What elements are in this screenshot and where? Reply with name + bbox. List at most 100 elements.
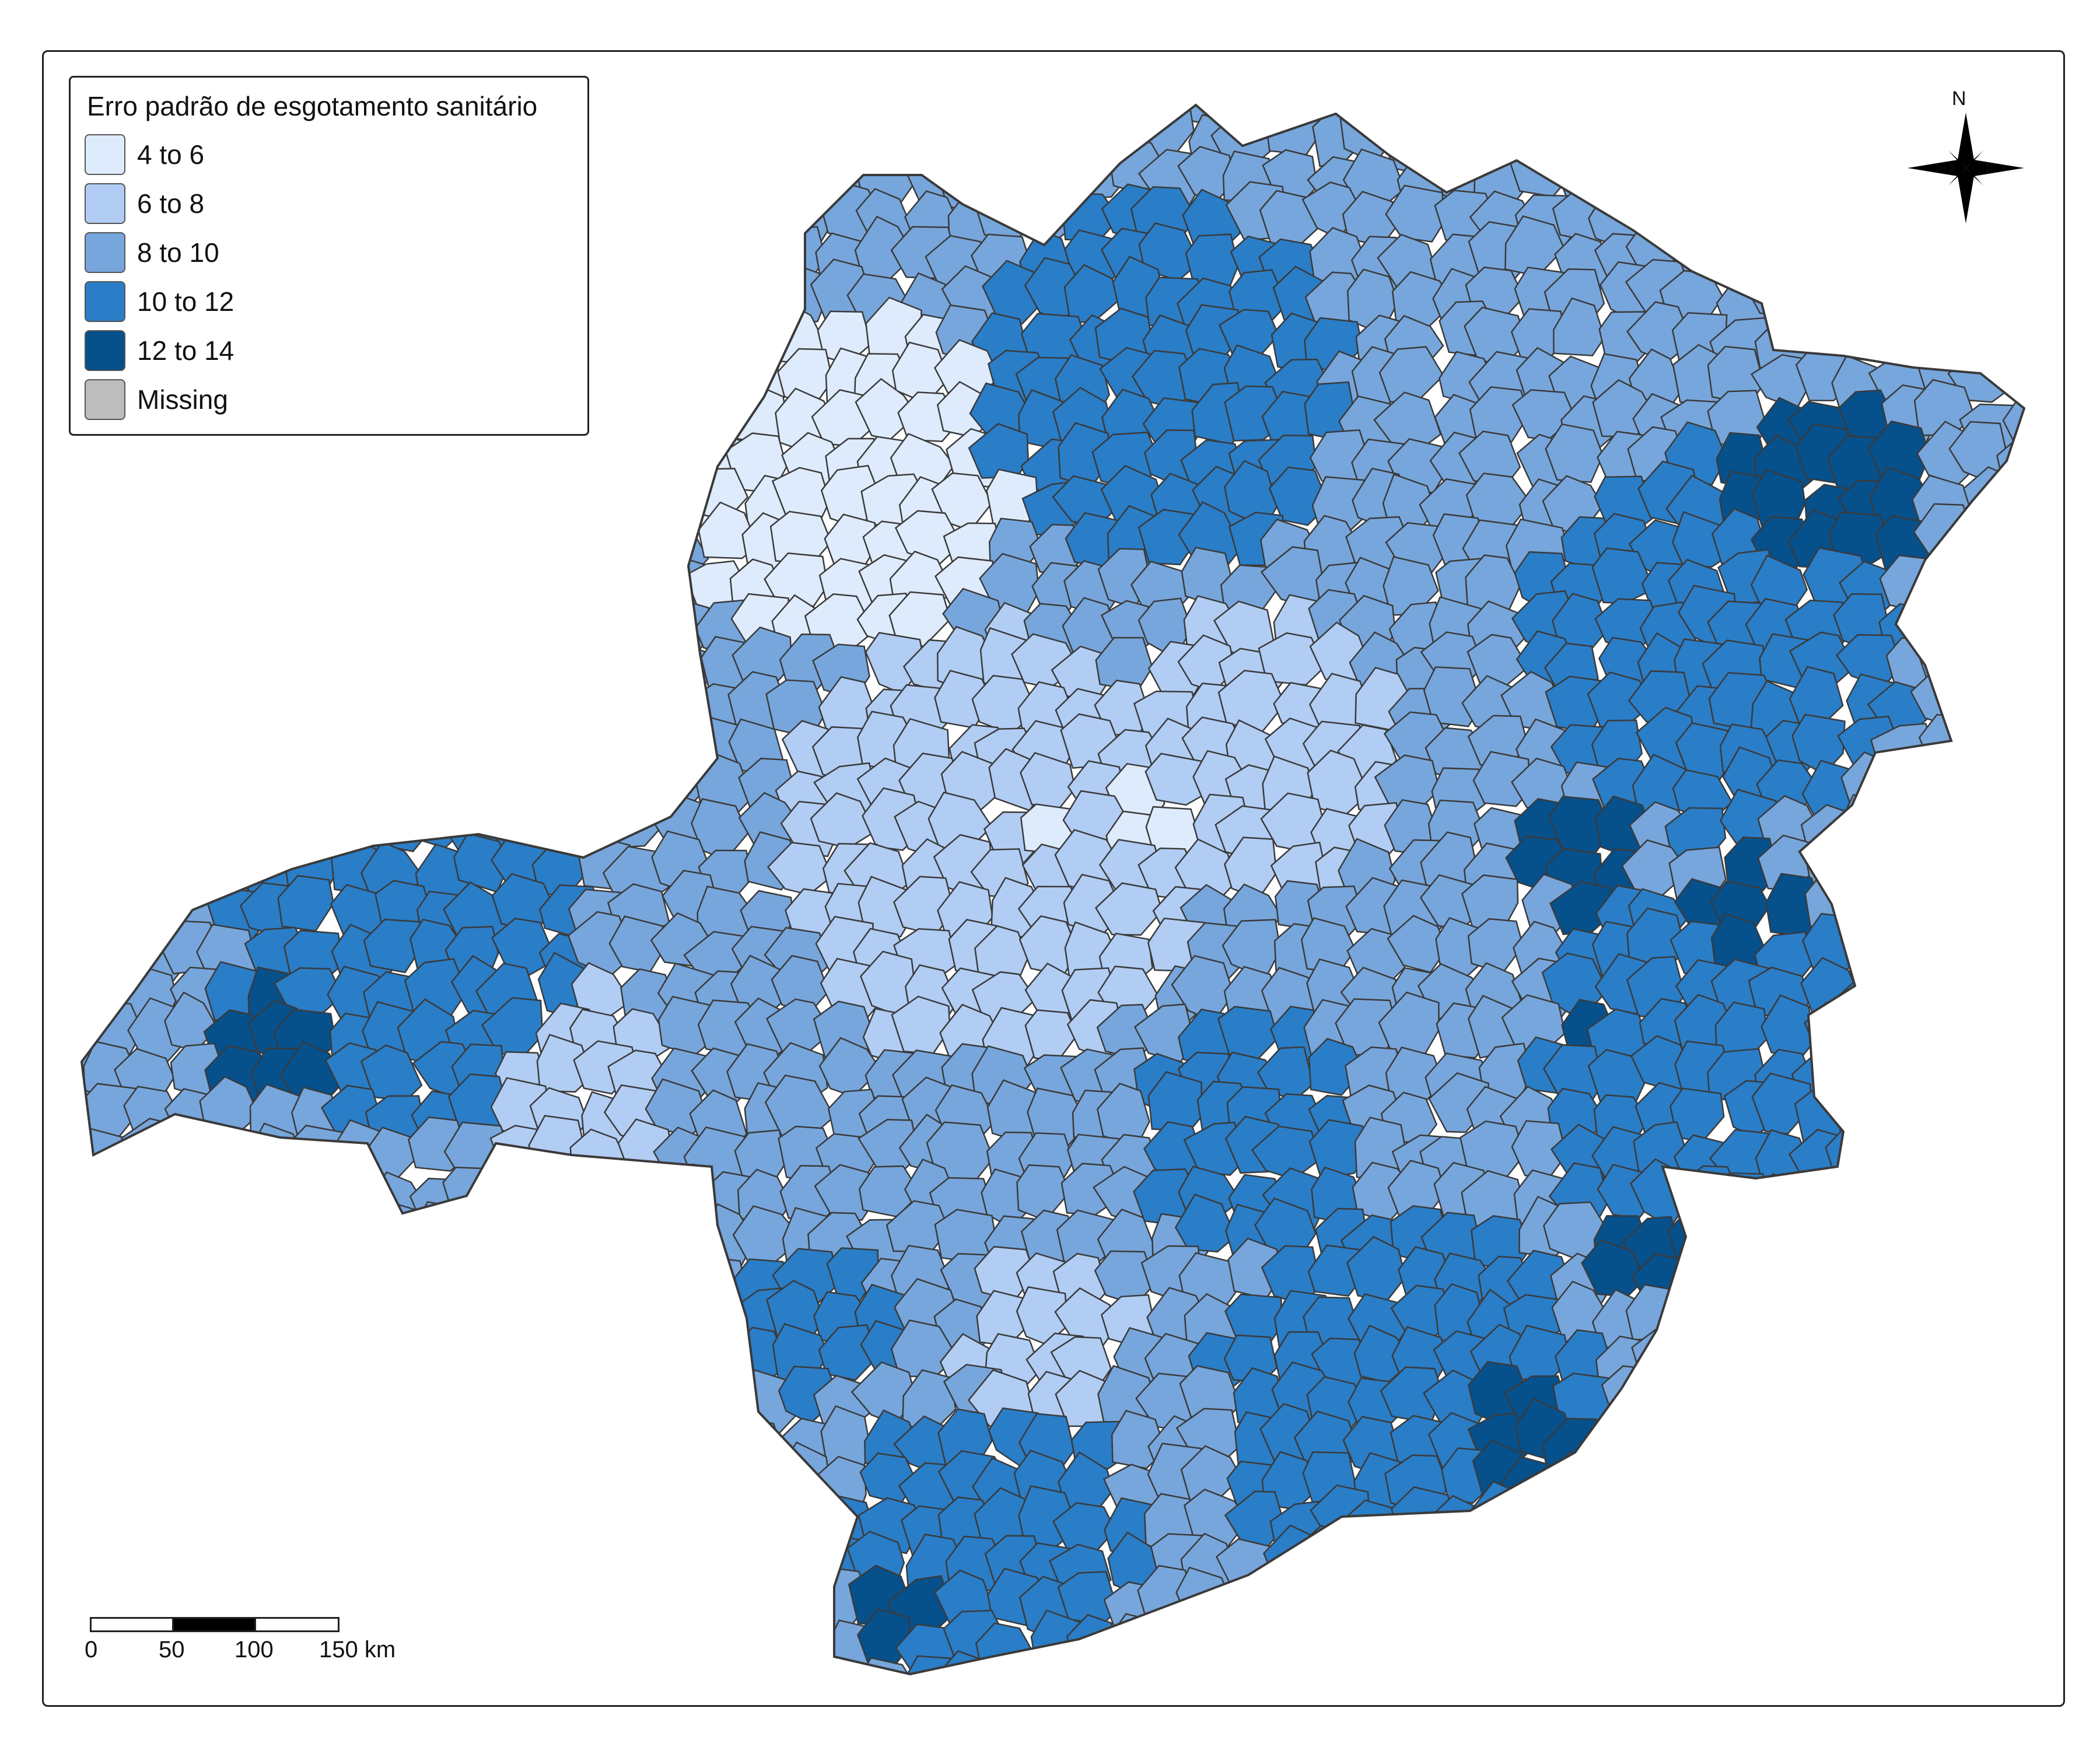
municipality-region [1874, 836, 1939, 893]
municipality-region [1676, 1611, 1741, 1672]
legend-item: 6 to 8 [85, 179, 573, 228]
municipality-region [233, 1160, 299, 1226]
municipality-region [764, 552, 828, 607]
legend-swatch [85, 281, 125, 322]
municipality-region [1919, 549, 1980, 603]
municipality-region [316, 1366, 384, 1429]
municipality-region [858, 105, 918, 128]
scale-bar [90, 1617, 340, 1633]
municipality-region [1681, 1540, 1735, 1596]
municipality-region [538, 1399, 596, 1465]
municipality-region [607, 556, 670, 618]
municipality-region [699, 312, 754, 364]
municipality-region [653, 1489, 719, 1546]
municipality-region [562, 1206, 622, 1258]
municipality-region [682, 258, 744, 315]
legend-item: 10 to 12 [85, 277, 573, 326]
municipality-region [88, 1376, 142, 1433]
municipality-region [646, 432, 702, 498]
municipality-region [1960, 1297, 2020, 1358]
municipality-region [606, 1502, 671, 1563]
municipality-region [363, 918, 421, 974]
legend-item: 4 to 6 [85, 130, 573, 179]
municipality-region [1346, 105, 1406, 131]
municipality-region [362, 599, 428, 657]
municipality-region [113, 673, 173, 743]
municipality-region [575, 1537, 631, 1599]
municipality-region [1881, 184, 1940, 243]
municipality-region [1754, 1452, 1820, 1520]
municipality-region [1309, 1619, 1376, 1674]
scale-label: 0 [85, 1637, 98, 1662]
municipality-region [1584, 1527, 1642, 1592]
municipality-region [1965, 1454, 2024, 1511]
municipality-region [2004, 269, 2024, 328]
municipality-region [1428, 1524, 1489, 1588]
municipality-region [493, 1207, 561, 1259]
municipality-region [491, 597, 554, 652]
municipality-region [237, 513, 300, 568]
municipality-region [1053, 1654, 1114, 1674]
municipality-region [161, 835, 222, 895]
municipality-region [413, 1201, 471, 1261]
municipality-region [249, 1529, 305, 1582]
municipality-region [1462, 1622, 1527, 1674]
municipality-region [737, 1492, 799, 1555]
municipality-region [1999, 351, 2024, 410]
municipality-region [1592, 105, 1647, 114]
municipality-region [648, 105, 713, 127]
municipality-region [1929, 772, 1984, 827]
municipality-region [1420, 1613, 1487, 1671]
municipality-region [732, 1574, 791, 1634]
municipality-region [199, 630, 254, 691]
municipality-region [1717, 1666, 1786, 1674]
municipality-region [360, 1197, 417, 1263]
municipality-region [1835, 1041, 1898, 1102]
municipality-region [494, 1530, 555, 1592]
municipality-region [1500, 1532, 1563, 1585]
legend-swatch [85, 183, 125, 224]
municipality-region [2008, 642, 2024, 701]
municipality-region [1504, 105, 1567, 165]
municipality-region [699, 1566, 754, 1626]
municipality-region [567, 674, 625, 737]
municipality-region [695, 229, 762, 290]
municipality-region [1836, 180, 1905, 242]
municipality-region [770, 1625, 828, 1674]
municipality-region [1785, 186, 1853, 239]
municipality-region [1630, 1538, 1698, 1596]
municipality-region [1835, 218, 1895, 282]
municipality-region [1884, 1200, 1938, 1264]
municipality-region [1584, 1606, 1651, 1668]
municipality-region [617, 719, 680, 784]
municipality-region [1707, 105, 1769, 162]
municipality-region [500, 1494, 556, 1560]
municipality-region [1993, 320, 2024, 377]
municipality-region [699, 1617, 758, 1671]
municipality-region [244, 792, 300, 855]
legend-swatch [85, 134, 125, 175]
municipality-region [214, 1462, 274, 1516]
municipality-region [1961, 925, 2022, 986]
municipality-region [684, 1291, 746, 1351]
municipality-region [367, 1300, 428, 1353]
municipality-region [1559, 105, 1618, 158]
legend-label: 4 to 6 [137, 139, 205, 170]
municipality-region [368, 1654, 432, 1674]
municipality-region [1910, 1197, 1969, 1256]
municipality-region [1882, 274, 1934, 330]
municipality-region [733, 226, 795, 289]
municipality-region [1803, 1495, 1859, 1550]
municipality-region [1717, 1371, 1777, 1434]
municipality-region [1955, 1046, 2020, 1106]
municipality-region [1829, 312, 1887, 362]
municipality-region [608, 1246, 668, 1304]
municipality-region [1839, 794, 1902, 856]
municipality-region [1472, 751, 1531, 807]
municipality-region [610, 1605, 671, 1667]
municipality-region [82, 751, 98, 816]
municipality-region [1867, 1000, 1925, 1063]
municipality-region [444, 1493, 505, 1555]
municipality-region [571, 1368, 636, 1424]
municipality-region [614, 645, 675, 698]
